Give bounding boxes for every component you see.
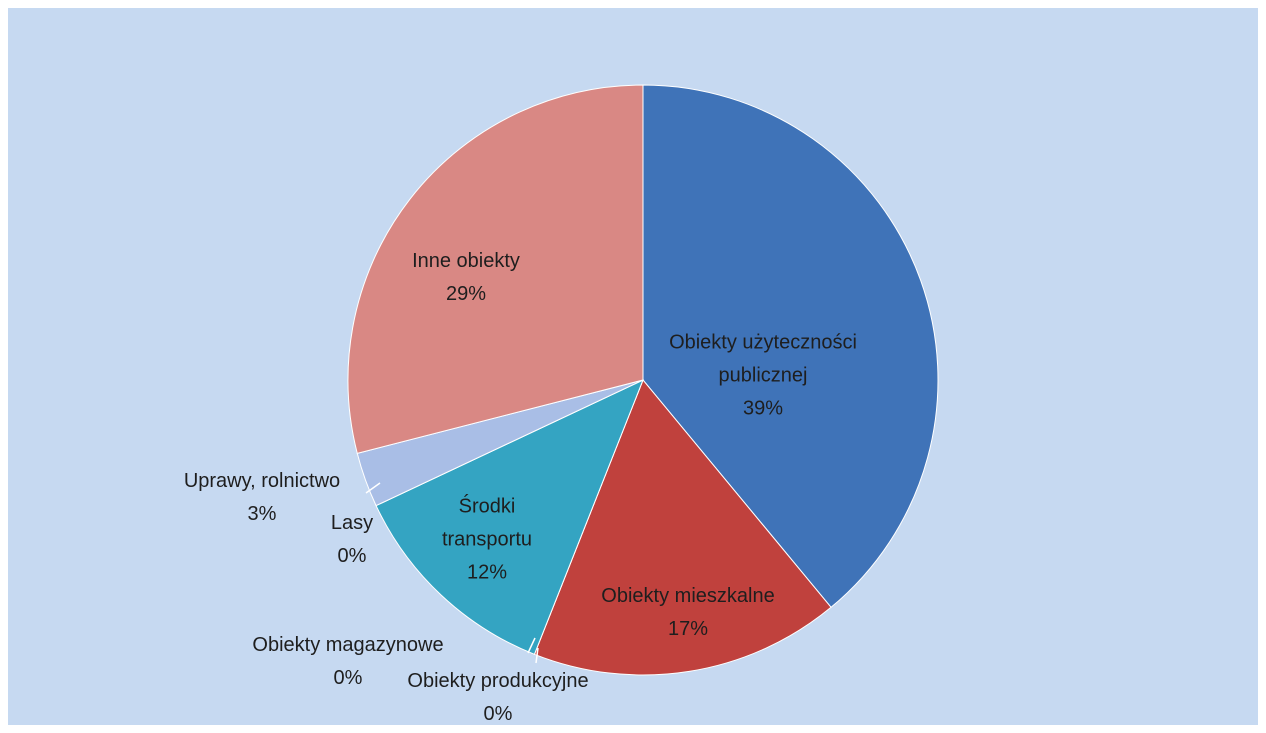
chart: Obiekty użyteczności publicznej 39% Obiekt… xyxy=(8,8,1258,725)
slice-name: Obiekty mieszkalne xyxy=(601,585,775,607)
pie-canvas xyxy=(347,84,939,676)
leader-line xyxy=(365,482,381,494)
pie-slice xyxy=(347,84,644,454)
data-label: Obiekty produkcyjne 0% xyxy=(368,665,628,731)
leader-line xyxy=(535,647,539,664)
slice-percent: 0% xyxy=(337,545,367,567)
slice-percent: 39% xyxy=(742,397,784,420)
slice-percent: 0% xyxy=(333,667,363,689)
slice-name: Środki transportu xyxy=(441,495,533,551)
slice-name: Lasy xyxy=(330,512,374,534)
pie-slice xyxy=(642,84,939,609)
pie-slice xyxy=(375,379,644,655)
data-label: Uprawy, rolnictwo 3% xyxy=(147,465,377,531)
slice-name: Inne obiekty xyxy=(412,250,520,272)
slice-name: Obiekty użyteczności publicznej xyxy=(669,331,857,387)
slice-percent: 29% xyxy=(445,283,487,305)
slice-percent: 17% xyxy=(667,618,709,640)
data-label: Obiekty magazynowe 0% xyxy=(218,629,478,695)
data-label: Obiekty mieszkalne 17% xyxy=(558,580,818,646)
slice-percent: 12% xyxy=(466,561,508,584)
data-label: Obiekty użyteczności publicznej 39% xyxy=(663,327,863,426)
slice-percent: 0% xyxy=(483,703,513,725)
slice-name: Obiekty produkcyjne xyxy=(407,670,589,692)
pie-slice xyxy=(533,379,832,676)
leader-line xyxy=(527,637,536,654)
data-label: Inne obiekty 29% xyxy=(366,245,566,311)
slice-name: Uprawy, rolnictwo xyxy=(183,470,341,492)
data-label: Lasy 0% xyxy=(312,507,392,573)
slice-percent: 3% xyxy=(247,503,277,525)
slice-name: Obiekty magazynowe xyxy=(252,634,444,656)
data-label: Środki transportu 12% xyxy=(427,491,547,590)
